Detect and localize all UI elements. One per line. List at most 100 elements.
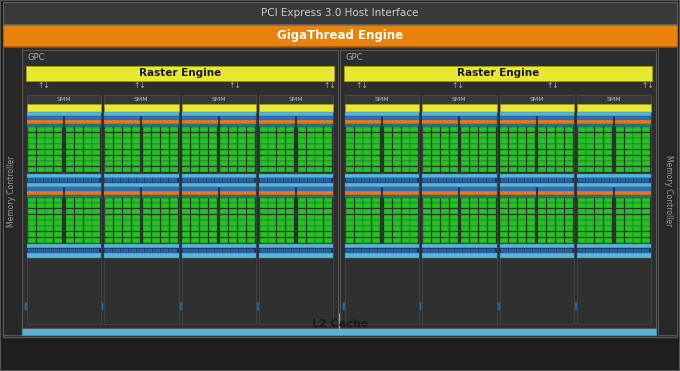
Bar (539, 203, 547, 209)
Bar (114, 150, 122, 155)
Bar (422, 187, 458, 191)
Bar (75, 150, 83, 155)
Bar (488, 133, 496, 138)
Bar (104, 120, 140, 124)
Bar (114, 249, 120, 253)
Bar (298, 203, 306, 209)
Bar (586, 167, 594, 172)
Bar (259, 174, 333, 178)
Bar (163, 302, 172, 309)
Text: ↑↓: ↑↓ (546, 82, 559, 91)
Bar (556, 220, 564, 226)
Bar (247, 220, 255, 226)
Bar (104, 95, 178, 104)
Bar (384, 167, 392, 172)
Bar (104, 191, 140, 195)
Bar (509, 167, 517, 172)
Bar (191, 203, 199, 209)
Bar (152, 198, 160, 203)
Bar (229, 226, 237, 231)
Bar (364, 220, 371, 226)
Bar (316, 127, 324, 132)
Bar (402, 161, 409, 167)
Bar (449, 198, 458, 203)
Bar (518, 150, 526, 155)
Bar (527, 220, 535, 226)
Bar (411, 167, 418, 172)
Bar (556, 138, 564, 144)
Bar (54, 167, 63, 172)
Bar (345, 95, 420, 324)
Bar (527, 232, 535, 237)
Bar (259, 104, 333, 112)
Bar (222, 178, 230, 182)
Bar (286, 144, 294, 149)
Bar (435, 302, 444, 309)
Bar (200, 203, 208, 209)
Bar (393, 155, 401, 161)
Bar (340, 301, 656, 312)
Bar (470, 237, 478, 243)
Bar (182, 215, 190, 220)
Bar (28, 232, 36, 237)
Bar (488, 215, 496, 220)
Bar (316, 178, 323, 182)
Bar (92, 127, 101, 132)
Bar (556, 209, 564, 214)
Bar (556, 150, 564, 155)
Bar (131, 150, 139, 155)
Bar (182, 209, 190, 214)
Bar (449, 220, 458, 226)
Bar (46, 133, 54, 138)
Text: SMM: SMM (529, 97, 544, 102)
Bar (449, 203, 458, 209)
Bar (423, 226, 431, 231)
Bar (182, 198, 190, 203)
Bar (152, 203, 160, 209)
Bar (182, 104, 256, 112)
Bar (471, 178, 479, 182)
Bar (547, 237, 556, 243)
Bar (46, 232, 54, 237)
Bar (372, 167, 380, 172)
Bar (260, 249, 267, 253)
Bar (114, 155, 122, 161)
Bar (209, 215, 217, 220)
Bar (277, 237, 285, 243)
Bar (422, 244, 496, 248)
Bar (441, 232, 449, 237)
Bar (441, 133, 449, 138)
Bar (634, 178, 641, 182)
Bar (209, 133, 217, 138)
Bar (470, 144, 478, 149)
Bar (182, 187, 218, 191)
Bar (316, 215, 324, 220)
Bar (131, 198, 139, 203)
Bar (586, 198, 594, 203)
Bar (422, 195, 458, 198)
Bar (458, 302, 466, 309)
Bar (577, 209, 585, 214)
Bar (104, 112, 178, 116)
Bar (393, 226, 401, 231)
Bar (460, 187, 496, 191)
Bar (22, 50, 338, 328)
Bar (518, 237, 526, 243)
Bar (549, 302, 559, 309)
Bar (37, 133, 45, 138)
Bar (259, 95, 333, 324)
Bar (277, 226, 285, 231)
Bar (561, 302, 570, 309)
Bar (488, 237, 496, 243)
Bar (411, 127, 418, 132)
Bar (449, 133, 458, 138)
Bar (104, 124, 140, 127)
Bar (229, 144, 237, 149)
Text: SMM: SMM (211, 97, 226, 102)
Bar (595, 150, 603, 155)
Bar (423, 127, 431, 132)
Bar (131, 138, 139, 144)
Bar (284, 178, 291, 182)
Bar (84, 198, 92, 203)
Bar (286, 232, 294, 237)
